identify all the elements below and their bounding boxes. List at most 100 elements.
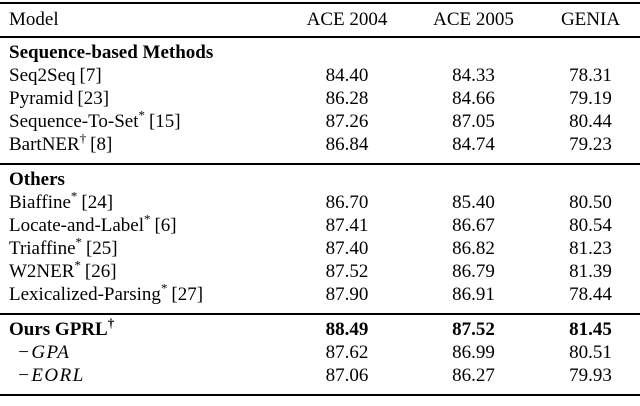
score-ace2005: 87.52 bbox=[452, 319, 495, 340]
section-ours: Ours GPRL† 88.49 87.52 81.45 −GPA 87.62 … bbox=[0, 314, 640, 395]
score-ace2005: 84.66 bbox=[452, 88, 495, 109]
model-superscript: * bbox=[74, 260, 81, 273]
table-row-seq2seq: Seq2Seq [7] 84.40 84.33 78.31 bbox=[0, 64, 640, 87]
citation-ref: [15] bbox=[148, 111, 181, 132]
score-ace2005: 86.82 bbox=[452, 238, 495, 259]
section-header-row: Sequence-based Methods bbox=[0, 37, 640, 64]
paper-results-figure: Model ACE 2004 ACE 2005 GENIA Sequence-b… bbox=[0, 2, 640, 396]
model-name: Triaffine bbox=[9, 238, 76, 259]
model-name-cell: Seq2Seq [7] bbox=[0, 64, 288, 87]
table-row-biaffine: Biaffine* [24] 86.70 85.40 80.50 bbox=[0, 191, 640, 214]
model-name-cell: −GPA bbox=[0, 341, 288, 364]
score-genia: 78.31 bbox=[569, 65, 612, 86]
score-ace2004: 86.84 bbox=[325, 134, 369, 155]
model-superscript: * bbox=[70, 191, 78, 204]
score-genia: 80.54 bbox=[569, 215, 612, 236]
model-name-cell: W2NER* [26] bbox=[0, 260, 288, 283]
score-ace2004: 87.06 bbox=[325, 365, 369, 386]
section-sequence-based-methods: Sequence-based Methods Seq2Seq [7] 84.40 … bbox=[0, 37, 640, 164]
model-name-cell: −EORL bbox=[0, 364, 288, 395]
model-name: Pyramid bbox=[9, 88, 74, 109]
score-ace2004: 87.90 bbox=[325, 284, 369, 305]
column-header-ace2004: ACE 2004 bbox=[306, 9, 388, 30]
model-name: Ours GPRL bbox=[9, 319, 108, 340]
column-header-model: Model bbox=[9, 9, 59, 30]
score-ace2005: 84.74 bbox=[452, 134, 495, 155]
section-others: Others Biaffine* [24] 86.70 85.40 80.50 L… bbox=[0, 164, 640, 314]
citation-ref: [23] bbox=[77, 88, 110, 109]
citation-ref: [26] bbox=[84, 261, 117, 282]
table-row-triaffine: Triaffine* [25] 87.40 86.82 81.23 bbox=[0, 237, 640, 260]
model-name: W2NER bbox=[9, 261, 75, 282]
table-row-ablation-gpa: −GPA 87.62 86.99 80.51 bbox=[0, 341, 640, 364]
score-genia: 81.23 bbox=[569, 238, 612, 259]
score-ace2005: 86.91 bbox=[452, 284, 495, 305]
score-ace2005: 84.33 bbox=[452, 65, 495, 86]
model-name-cell: Sequence-To-Set* [15] bbox=[0, 110, 288, 133]
results-table: Model ACE 2004 ACE 2005 GENIA Sequence-b… bbox=[0, 2, 640, 396]
column-header-ace2005: ACE 2005 bbox=[433, 9, 514, 30]
table-row-w2ner: W2NER* [26] 87.52 86.79 81.39 bbox=[0, 260, 640, 283]
score-genia: 80.50 bbox=[569, 192, 612, 213]
model-name: Lexicalized-Parsing bbox=[9, 284, 161, 305]
model-name: Locate-and-Label bbox=[9, 215, 145, 236]
score-ace2005: 87.05 bbox=[452, 111, 495, 132]
model-name: BartNER bbox=[9, 134, 80, 155]
score-ace2004: 88.49 bbox=[325, 319, 369, 340]
model-name-cell: BartNER† [8] bbox=[0, 133, 288, 164]
table-row-locate-and-label: Locate-and-Label* [6] 87.41 86.67 80.54 bbox=[0, 214, 640, 237]
model-name-cell: Lexicalized-Parsing* [27] bbox=[0, 283, 288, 314]
model-superscript: * bbox=[138, 110, 145, 123]
model-name: Sequence-To-Set bbox=[9, 111, 139, 132]
score-ace2004: 87.62 bbox=[325, 342, 369, 363]
score-ace2004: 87.26 bbox=[325, 111, 369, 132]
citation-ref: [6] bbox=[154, 215, 177, 236]
section-title: Others bbox=[9, 169, 65, 190]
score-ace2004: 87.52 bbox=[325, 261, 369, 282]
score-ace2005: 86.99 bbox=[452, 342, 495, 363]
score-genia: 81.39 bbox=[569, 261, 612, 282]
score-genia: 80.51 bbox=[569, 342, 612, 363]
header-row: Model ACE 2004 ACE 2005 GENIA bbox=[0, 3, 640, 37]
model-superscript: † bbox=[107, 315, 115, 331]
model-superscript: * bbox=[75, 237, 82, 250]
model-name-cell: Biaffine* [24] bbox=[0, 191, 288, 214]
model-superscript: * bbox=[144, 214, 151, 227]
citation-ref: [7] bbox=[79, 65, 102, 86]
column-header-genia: GENIA bbox=[560, 9, 621, 30]
score-ace2004: 86.28 bbox=[325, 88, 369, 109]
model-name: Biaffine bbox=[9, 192, 71, 213]
citation-ref: [24] bbox=[81, 192, 114, 213]
section-header-row: Others bbox=[0, 164, 640, 191]
score-genia: 78.44 bbox=[569, 284, 612, 305]
table-row-pyramid: Pyramid [23] 86.28 84.66 79.19 bbox=[0, 87, 640, 110]
score-genia: 81.45 bbox=[569, 319, 612, 340]
score-ace2004: 84.40 bbox=[325, 65, 369, 86]
model-name-cell: Ours GPRL† bbox=[0, 314, 288, 341]
table-row-sequence-to-set: Sequence-To-Set* [15] 87.26 87.05 80.44 bbox=[0, 110, 640, 133]
score-ace2005: 86.67 bbox=[452, 215, 495, 236]
citation-ref: [27] bbox=[171, 284, 204, 305]
table-row-ours-gprl: Ours GPRL† 88.49 87.52 81.45 bbox=[0, 314, 640, 341]
model-name: Seq2Seq bbox=[9, 65, 76, 86]
model-superscript: * bbox=[160, 283, 168, 296]
model-name-cell: Pyramid [23] bbox=[0, 87, 288, 110]
score-ace2005: 85.40 bbox=[452, 192, 495, 213]
score-ace2005: 86.27 bbox=[452, 365, 495, 386]
score-ace2004: 87.40 bbox=[325, 238, 369, 259]
score-ace2004: 86.70 bbox=[325, 192, 369, 213]
citation-ref: [25] bbox=[85, 238, 118, 259]
table-row-bartner: BartNER† [8] 86.84 84.74 79.23 bbox=[0, 133, 640, 164]
ablation-label: −EORL bbox=[17, 365, 85, 386]
score-genia: 80.44 bbox=[569, 111, 612, 132]
table-row-lexicalized-parsing: Lexicalized-Parsing* [27] 87.90 86.91 78.… bbox=[0, 283, 640, 314]
model-name-cell: Triaffine* [25] bbox=[0, 237, 288, 260]
table-header: Model ACE 2004 ACE 2005 GENIA bbox=[0, 3, 640, 37]
score-ace2005: 86.79 bbox=[452, 261, 495, 282]
model-superscript: † bbox=[79, 133, 87, 146]
ablation-label: −GPA bbox=[17, 342, 71, 363]
section-title: Sequence-based Methods bbox=[9, 42, 214, 63]
score-ace2004: 87.41 bbox=[325, 215, 369, 236]
citation-ref: [8] bbox=[90, 134, 113, 155]
score-genia: 79.19 bbox=[569, 88, 612, 109]
